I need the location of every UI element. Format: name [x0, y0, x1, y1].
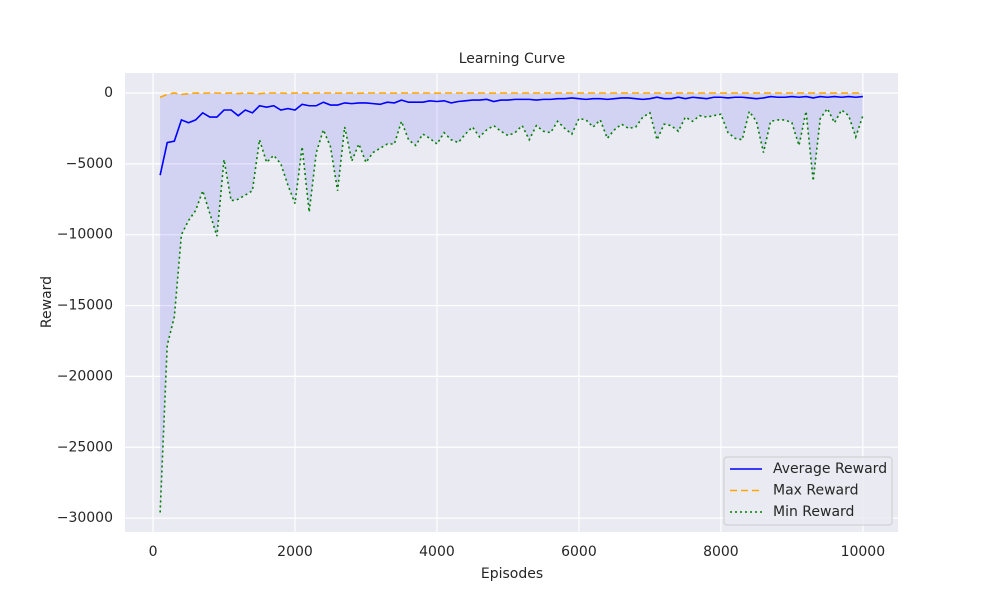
y-tick-label: −30000 [57, 510, 113, 526]
series-line [159, 107, 864, 513]
plot-area [125, 73, 898, 532]
x-tick-label: 10000 [841, 544, 886, 560]
legend-box [723, 456, 893, 526]
y-tick-label: −10000 [57, 227, 113, 243]
y-tick-label: −20000 [57, 368, 113, 384]
legend-label: Max Reward [773, 483, 859, 499]
series-line [159, 95, 863, 176]
y-tick-label: 0 [104, 85, 113, 101]
legend-label: Min Reward [773, 504, 854, 520]
y-tick-label: −25000 [57, 439, 113, 455]
x-tick-label: 0 [149, 544, 158, 560]
series-line [159, 92, 863, 98]
x-tick-label: 6000 [561, 544, 597, 560]
x-tick-label: 4000 [419, 544, 455, 560]
x-tick-label: 2000 [277, 544, 313, 560]
x-axis-label: Episodes [481, 566, 543, 582]
y-axis-label: Reward [39, 276, 55, 328]
x-tick-label: 8000 [703, 544, 739, 560]
legend-label: Average Reward [773, 461, 887, 477]
y-tick-label: −5000 [66, 156, 113, 172]
min-max-band [160, 92, 863, 513]
chart-title: Learning Curve [459, 51, 566, 67]
y-tick-label: −15000 [57, 298, 113, 314]
